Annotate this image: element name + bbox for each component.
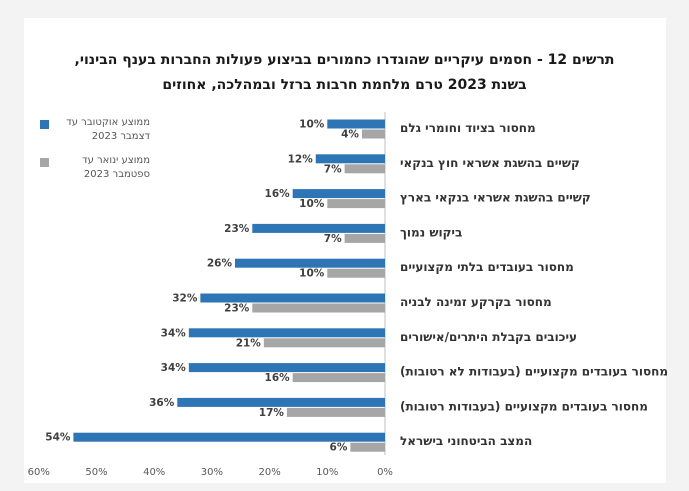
x-tick-label-5: 40% [143,467,165,478]
data-label-series-1-row-6: 32% [172,293,198,305]
bar-series-1-row-8 [188,363,385,373]
data-label-series-1-row-2: 12% [288,153,314,165]
bar-series-2-row-4 [344,233,385,243]
legend-label-jan-sep: ממוצע ינואר עד ספטמבר 2023 [82,155,150,180]
chart-title-line-1: תרשים 12 - חסמים עיקריים שהוגדרו כחמורים… [74,52,615,68]
x-tick-label-1: 0% [377,467,393,478]
data-label-series-2-row-4: 7% [324,233,342,245]
data-label-series-1-row-4: 23% [224,223,250,235]
x-tick-label-7: 60% [28,467,50,478]
bar-series-1-row-2 [315,154,385,164]
category-label-5: מחסור בעובדים בלתי מקצועיים [400,260,574,274]
x-tick-label-6: 50% [85,467,107,478]
category-label-7: עיכובים בקבלת היתרים/אישורים [400,330,577,344]
bar-series-1-row-9 [177,397,385,407]
data-label-series-2-row-1: 4% [341,129,359,141]
data-label-series-1-row-10: 54% [45,432,71,444]
bar-series-2-row-7 [263,338,385,348]
category-label-4: ביקוש נמוך [400,225,462,239]
data-label-series-1-row-9: 36% [149,397,175,409]
data-label-series-2-row-10: 6% [330,442,348,454]
x-tick-label-4: 30% [201,467,223,478]
data-label-series-2-row-9: 17% [259,407,285,419]
legend-swatch-oct-dec [40,120,49,129]
x-tick-label-2: 10% [316,467,338,478]
data-label-series-1-row-1: 10% [299,119,325,131]
category-label-3: קשיים בהשגת אשראי בנקאי בארץ [400,191,591,205]
data-label-series-1-row-7: 34% [161,327,187,339]
x-tick-label-3: 20% [258,467,280,478]
bar-series-2-row-6 [252,303,385,313]
bar-series-1-row-4 [252,223,385,233]
bar-series-2-row-2 [344,164,385,174]
bar-series-2-row-8 [292,373,385,383]
category-label-1: מחסור בציוד וחומרי גלם [400,121,536,135]
bar-series-2-row-10 [350,442,385,452]
bar-series-1-row-6 [200,293,385,303]
data-label-series-2-row-7: 21% [236,337,262,349]
data-label-series-2-row-5: 10% [299,268,325,280]
category-label-10: המצב הביטחוני בישראל [400,434,532,448]
legend-swatch-jan-sep [40,158,49,167]
bar-series-1-row-10 [73,432,386,442]
bar-series-2-row-9 [286,407,385,417]
bar-series-1-row-7 [188,328,385,338]
data-label-series-2-row-6: 23% [224,303,250,315]
chart-title-line-2: בשנת 2023 טרם מלחמת חרבות ברזל ובמהלכה, … [162,77,527,93]
category-label-6: מחסור בקרקע זמינה לבניה [400,295,552,309]
data-label-series-2-row-8: 16% [265,372,291,384]
legend-label-oct-dec: ממוצע אוקטובר עד דצמבר 2023 [66,117,150,142]
data-label-series-2-row-3: 10% [299,198,325,210]
bar-series-1-row-3 [292,189,385,199]
bar-series-2-row-1 [361,129,385,139]
bar-series-2-row-5 [327,268,385,278]
bar-series-1-row-5 [234,258,385,268]
data-label-series-2-row-2: 7% [324,163,342,175]
data-label-series-1-row-5: 26% [207,258,233,270]
category-label-9: מחסור בעובדים מקצועיים (בעבודות רטובות) [400,399,648,413]
data-label-series-1-row-3: 16% [265,188,291,200]
bar-series-1-row-1 [327,119,385,129]
data-label-series-1-row-8: 34% [161,362,187,374]
category-label-2: קשיים בהשגת אשראי חוץ בנקאי [400,156,580,170]
bar-series-2-row-3 [327,199,385,209]
category-label-8: מחסור בעובדים מקצועיים (בעבודות לא רטובו… [400,365,668,379]
